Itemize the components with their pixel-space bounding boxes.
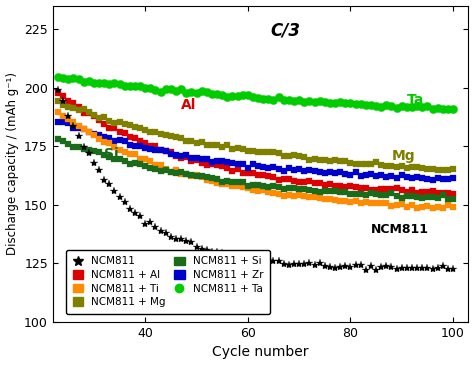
NCM811 + Si: [450, 196, 456, 201]
NCM811 + Si: [122, 159, 128, 163]
NCM811 + Si: [337, 190, 343, 195]
NCM811 + Ti: [122, 149, 128, 154]
NCM811 + Mg: [435, 168, 440, 172]
NCM811: [81, 145, 86, 149]
NCM811: [255, 260, 261, 264]
NCM811 + Zr: [122, 139, 128, 143]
NCM811 + Al: [255, 173, 261, 177]
NCM811 + Ti: [55, 110, 61, 114]
Line: NCM811 + Zr: NCM811 + Zr: [55, 118, 456, 183]
NCM811 + Mg: [337, 159, 343, 164]
NCM811 + Ti: [255, 189, 261, 193]
NCM811 + Zr: [255, 164, 261, 168]
NCM811 + Mg: [225, 143, 230, 148]
Text: Ta: Ta: [407, 93, 424, 107]
NCM811 + Al: [450, 192, 456, 196]
Text: NCM811: NCM811: [371, 223, 429, 236]
NCM811 + Si: [183, 172, 189, 176]
NCM811 + Al: [225, 166, 230, 170]
Line: NCM811: NCM811: [54, 86, 457, 274]
NCM811: [225, 253, 230, 257]
NCM811 + Al: [337, 184, 343, 188]
NCM811 + Ti: [450, 205, 456, 209]
NCM811 + Ti: [225, 182, 230, 187]
NCM811: [450, 266, 456, 271]
Y-axis label: Discharge capacity / (mAh g⁻¹): Discharge capacity / (mAh g⁻¹): [6, 72, 18, 255]
NCM811 + Si: [225, 179, 230, 183]
NCM811 + Zr: [450, 176, 456, 180]
NCM811 + Zr: [55, 119, 61, 124]
Legend: NCM811, NCM811 + Al, NCM811 + Ti, NCM811 + Mg, NCM811 + Si, NCM811 + Zr, NCM811 : NCM811, NCM811 + Al, NCM811 + Ti, NCM811…: [66, 250, 270, 314]
Line: NCM811 + Al: NCM811 + Al: [55, 89, 456, 197]
NCM811 + Ta: [55, 74, 61, 79]
NCM811 + Ta: [225, 95, 230, 99]
NCM811 + Zr: [81, 127, 86, 131]
NCM811 + Zr: [337, 170, 343, 174]
NCM811 + Ta: [450, 107, 456, 111]
NCM811 + Ta: [445, 107, 451, 111]
X-axis label: Cycle number: Cycle number: [212, 345, 309, 360]
NCM811 + Ta: [255, 96, 261, 100]
Text: Si: Si: [104, 147, 119, 161]
NCM811 + Mg: [255, 150, 261, 154]
NCM811: [122, 199, 128, 204]
Line: NCM811 + Ti: NCM811 + Ti: [55, 109, 456, 212]
NCM811 + Zr: [225, 160, 230, 165]
NCM811 + Al: [81, 110, 86, 115]
NCM811: [183, 239, 189, 243]
Text: Al: Al: [181, 98, 197, 112]
NCM811 + Zr: [430, 177, 436, 182]
Line: NCM811 + Si: NCM811 + Si: [55, 135, 456, 202]
NCM811 + Ti: [337, 199, 343, 203]
NCM811 + Al: [122, 131, 128, 135]
NCM811 + Ta: [183, 91, 189, 95]
NCM811 + Zr: [183, 153, 189, 158]
NCM811 + Ta: [81, 80, 86, 84]
NCM811 + Ti: [440, 206, 446, 210]
NCM811: [337, 265, 343, 269]
Text: C/3: C/3: [271, 22, 301, 39]
NCM811 + Si: [55, 137, 61, 141]
NCM811 + Mg: [81, 107, 86, 112]
NCM811: [55, 88, 61, 92]
NCM811 + Al: [55, 91, 61, 95]
NCM811: [373, 268, 379, 272]
NCM811 + Mg: [450, 167, 456, 172]
NCM811 + Al: [183, 155, 189, 160]
NCM811 + Si: [255, 182, 261, 187]
Line: NCM811 + Ta: NCM811 + Ta: [54, 72, 457, 114]
NCM811 + Ti: [81, 127, 86, 131]
Line: NCM811 + Mg: NCM811 + Mg: [55, 97, 456, 174]
Text: Mg: Mg: [392, 149, 415, 163]
NCM811 + Ta: [122, 84, 128, 88]
NCM811 + Mg: [183, 138, 189, 143]
NCM811 + Si: [81, 147, 86, 151]
NCM811 + Ti: [183, 172, 189, 176]
NCM811 + Mg: [122, 122, 128, 126]
NCM811 + Mg: [55, 99, 61, 103]
NCM811 + Ta: [337, 100, 343, 105]
